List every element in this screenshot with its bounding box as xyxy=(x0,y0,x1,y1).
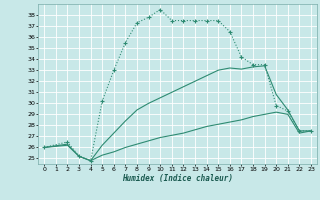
X-axis label: Humidex (Indice chaleur): Humidex (Indice chaleur) xyxy=(122,174,233,183)
